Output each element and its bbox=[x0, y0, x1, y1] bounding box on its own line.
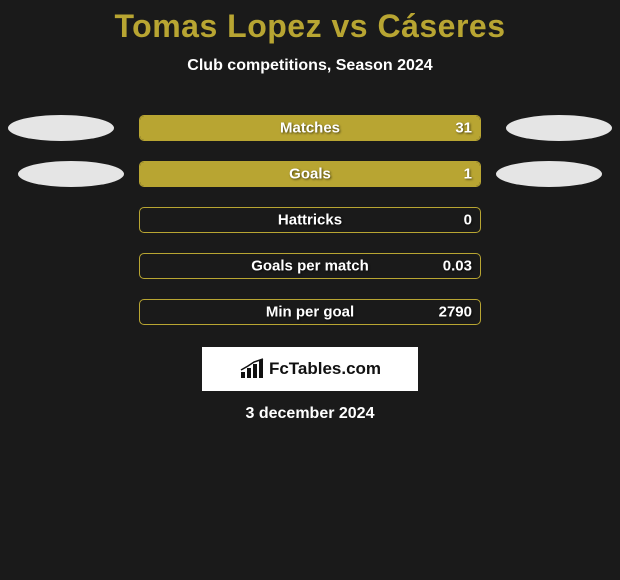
stat-bar: Hattricks0 bbox=[139, 207, 481, 233]
stat-bar: Goals per match0.03 bbox=[139, 253, 481, 279]
subtitle: Club competitions, Season 2024 bbox=[0, 57, 620, 75]
right-ellipse bbox=[506, 115, 612, 141]
barchart-icon bbox=[239, 358, 265, 380]
stat-label: Min per goal bbox=[140, 304, 480, 321]
logo-text: FcTables.com bbox=[269, 359, 381, 379]
stat-bar: Min per goal2790 bbox=[139, 299, 481, 325]
stat-value: 0.03 bbox=[443, 258, 472, 275]
stat-label: Hattricks bbox=[140, 212, 480, 229]
left-ellipse bbox=[18, 161, 124, 187]
left-ellipse bbox=[8, 115, 114, 141]
stat-row: Matches31 bbox=[0, 115, 620, 141]
stat-label: Goals per match bbox=[140, 258, 480, 275]
stat-label: Goals bbox=[140, 166, 480, 183]
stat-row: Goals1 bbox=[0, 161, 620, 187]
stat-row: Goals per match0.03 bbox=[0, 253, 620, 279]
page-title: Tomas Lopez vs Cáseres bbox=[0, 8, 620, 45]
logo-box[interactable]: FcTables.com bbox=[202, 347, 418, 391]
stat-rows: Matches31 Goals1 Hattricks0 Goals per match… bbox=[0, 115, 620, 325]
stat-bar: Goals1 bbox=[139, 161, 481, 187]
stat-row: Hattricks0 bbox=[0, 207, 620, 233]
stat-bar: Matches31 bbox=[139, 115, 481, 141]
stat-value: 0 bbox=[464, 212, 472, 229]
date-text: 3 december 2024 bbox=[0, 405, 620, 423]
stat-value: 31 bbox=[455, 120, 472, 137]
stat-label: Matches bbox=[140, 120, 480, 137]
right-ellipse bbox=[496, 161, 602, 187]
stat-row: Min per goal2790 bbox=[0, 299, 620, 325]
stat-value: 2790 bbox=[439, 304, 472, 321]
comparison-widget: Tomas Lopez vs Cáseres Club competitions… bbox=[0, 0, 620, 423]
stat-value: 1 bbox=[464, 166, 472, 183]
